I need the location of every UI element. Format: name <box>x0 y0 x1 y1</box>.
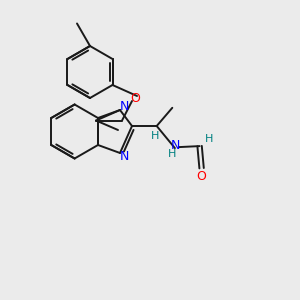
Text: O: O <box>197 170 206 183</box>
Text: N: N <box>119 100 129 113</box>
Text: N: N <box>119 149 129 163</box>
Text: O: O <box>130 92 140 104</box>
Text: H: H <box>151 131 159 141</box>
Text: H: H <box>204 134 213 144</box>
Text: N: N <box>171 139 181 152</box>
Text: H: H <box>168 149 176 159</box>
